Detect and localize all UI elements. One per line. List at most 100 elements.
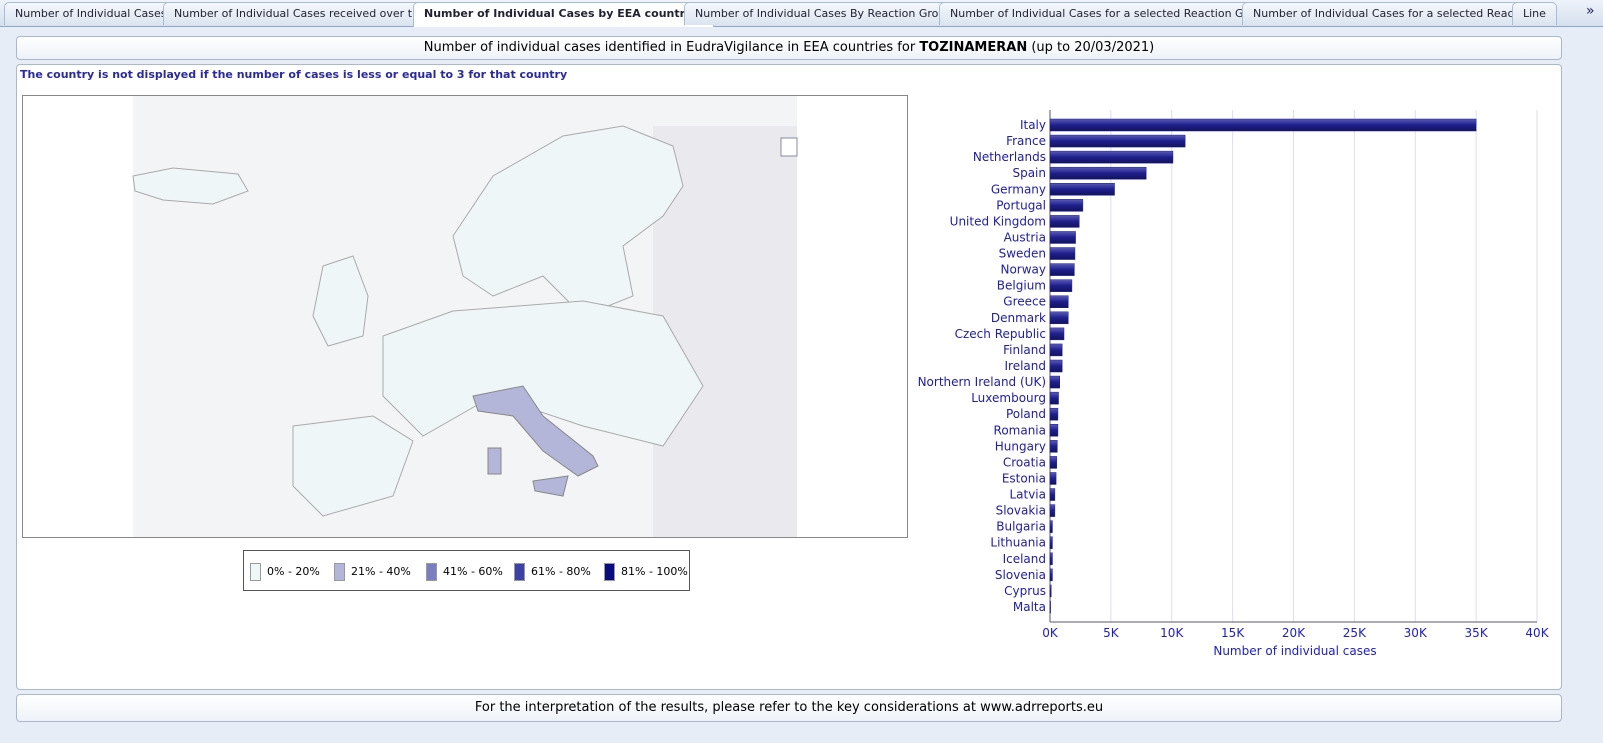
bar xyxy=(1049,247,1076,260)
y-tick-label: Spain xyxy=(1012,166,1046,180)
map xyxy=(22,95,908,538)
bar xyxy=(1049,295,1069,308)
y-tick-label: Czech Republic xyxy=(955,327,1046,341)
legend-swatch xyxy=(604,563,615,581)
tab-bar: Number of Individual Cases Number of Ind… xyxy=(0,0,1603,27)
legend-item: 81% - 100% xyxy=(604,563,688,581)
sardinia xyxy=(487,447,502,475)
title-date: (up to 20/03/2021) xyxy=(1031,40,1155,55)
x-tick-label: 35K xyxy=(1465,626,1489,640)
sicily xyxy=(532,475,569,497)
x-tick-label: 30K xyxy=(1404,626,1428,640)
legend-item: 21% - 40% xyxy=(334,563,411,581)
y-tick-label: Italy xyxy=(1020,118,1046,132)
bar xyxy=(1049,343,1063,357)
y-tick-label: Belgium xyxy=(997,279,1046,293)
bar xyxy=(1049,263,1075,276)
x-tick-label: 0K xyxy=(1042,626,1059,640)
y-tick-label: Romania xyxy=(994,423,1046,437)
y-tick-label: France xyxy=(1006,134,1046,148)
y-tick-label: Austria xyxy=(1004,230,1046,244)
y-tick-label: Denmark xyxy=(991,311,1046,325)
bar xyxy=(1049,488,1056,501)
bar xyxy=(1049,199,1084,212)
header-panel: Number of individual cases identified in… xyxy=(16,36,1562,60)
tab[interactable]: Number of Individual Cases for a selecte… xyxy=(1242,2,1546,25)
x-axis-title: Number of individual cases xyxy=(1213,644,1376,658)
legend-label: 41% - 60% xyxy=(443,565,503,578)
y-tick-label: Iceland xyxy=(1003,552,1046,566)
y-tick-label: United Kingdom xyxy=(950,214,1046,228)
tab-scroll[interactable]: » xyxy=(1586,3,1595,19)
iberia xyxy=(292,415,414,517)
y-tick-label: Norway xyxy=(1000,263,1046,277)
chart: Number of individual cases 0K 5K 10K 15K 20K… xyxy=(918,110,1550,658)
bar xyxy=(1049,536,1053,549)
tab[interactable]: Number of Individual Cases By Reaction G… xyxy=(684,2,970,25)
bar xyxy=(1049,311,1069,325)
bar xyxy=(1049,231,1076,244)
bar xyxy=(1049,134,1186,148)
bar xyxy=(1049,407,1059,421)
tab[interactable]: Number of Individual Cases for a selecte… xyxy=(939,2,1280,25)
y-tick-label: Finland xyxy=(1003,343,1046,357)
scandinavia xyxy=(452,125,684,317)
uk xyxy=(312,255,369,347)
bar xyxy=(1049,584,1052,598)
legend-label: 81% - 100% xyxy=(621,565,688,578)
title-text: Number of individual cases identified in… xyxy=(423,40,916,55)
bar xyxy=(1049,456,1057,469)
legend-label: 61% - 80% xyxy=(531,565,591,578)
y-tick-label: Poland xyxy=(1006,407,1046,421)
bar xyxy=(1049,472,1057,485)
y-tick-label: Latvia xyxy=(1009,488,1046,502)
legend-item: 41% - 60% xyxy=(426,563,503,581)
tab[interactable]: Line xyxy=(1512,2,1557,25)
tab[interactable]: Number of Individual Cases by EEA countr… xyxy=(413,2,714,27)
bar xyxy=(1049,118,1477,132)
y-tick-label: Northern Ireland (UK) xyxy=(918,375,1046,389)
tab[interactable]: Number of Individual Cases xyxy=(4,2,178,25)
bar xyxy=(1049,150,1174,164)
y-tick-label: Hungary xyxy=(995,439,1046,453)
bar xyxy=(1049,424,1059,437)
italy xyxy=(472,385,599,477)
footer-panel: For the interpretation of the results, p… xyxy=(16,694,1562,722)
legend: 0% - 20% 21% - 40% 41% - 60% 61% - 80% 81% -… xyxy=(243,550,690,591)
y-tick-label: Croatia xyxy=(1003,455,1046,469)
y-tick-label: Estonia xyxy=(1002,471,1046,485)
x-tick-label: 15K xyxy=(1221,626,1245,640)
bar xyxy=(1049,520,1053,533)
bar xyxy=(1049,568,1053,582)
legend-swatch xyxy=(514,563,525,581)
bar xyxy=(1049,215,1080,228)
legend-swatch xyxy=(250,563,261,581)
x-tick-label: 20K xyxy=(1282,626,1306,640)
y-tick-label: Ireland xyxy=(1004,359,1046,373)
legend-label: 21% - 40% xyxy=(351,565,411,578)
y-tick-label: Cyprus xyxy=(1004,584,1046,598)
title-product: TOZINAMERAN xyxy=(919,40,1028,55)
iceland xyxy=(132,167,249,205)
y-tick-label: Luxembourg xyxy=(971,391,1046,405)
bar xyxy=(1049,552,1053,566)
legend-swatch xyxy=(334,563,345,581)
bar xyxy=(1049,279,1073,292)
continent xyxy=(382,300,704,447)
legend-label: 0% - 20% xyxy=(267,565,320,578)
y-tick-label: Lithuania xyxy=(990,536,1046,550)
x-tick-label: 40K xyxy=(1525,626,1549,640)
y-tick-label: Netherlands xyxy=(973,150,1046,164)
bar xyxy=(1049,327,1065,341)
footer-text: For the interpretation of the results, p… xyxy=(474,700,1104,715)
y-tick-label: Bulgaria xyxy=(996,520,1046,534)
note: The country is not displayed if the numb… xyxy=(20,68,568,81)
map-expand[interactable] xyxy=(780,137,798,157)
bar xyxy=(1049,183,1115,196)
bar xyxy=(1049,391,1059,405)
tab[interactable]: Number of Individual Cases received over… xyxy=(163,2,444,25)
legend-item: 0% - 20% xyxy=(250,563,320,581)
bar xyxy=(1049,166,1147,180)
y-tick-label: Sweden xyxy=(999,247,1046,261)
bar xyxy=(1049,375,1060,389)
